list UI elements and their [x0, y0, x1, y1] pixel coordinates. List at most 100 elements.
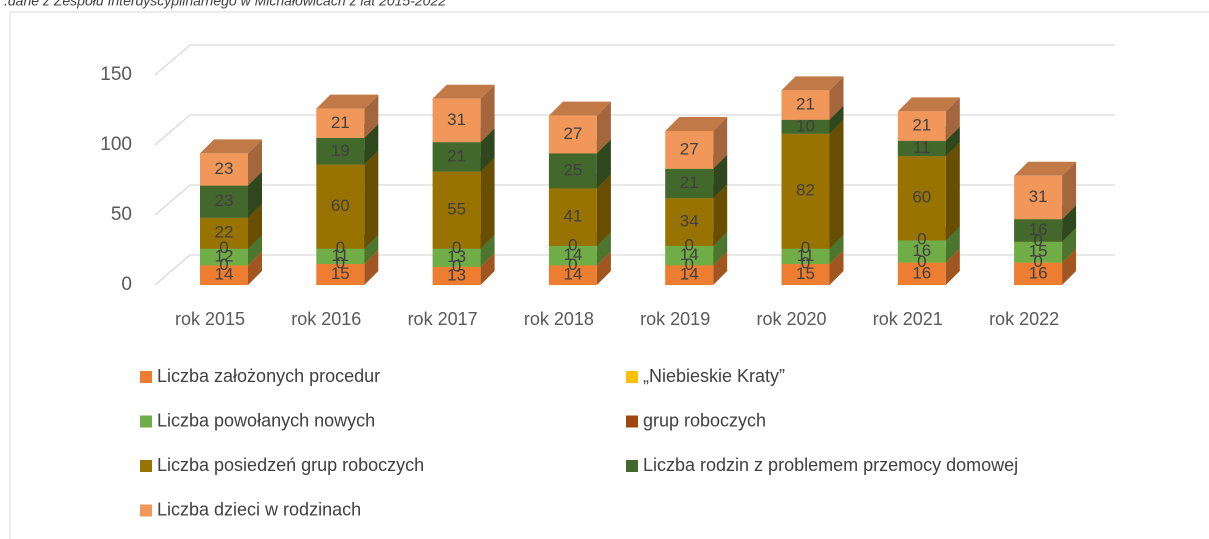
data-label: 11: [797, 246, 815, 265]
data-label: 41: [563, 207, 582, 226]
data-label: 16: [1029, 263, 1048, 282]
bar-top: [432, 84, 495, 99]
bar-side: [596, 231, 611, 266]
data-label: 15: [796, 264, 815, 283]
bar: [200, 153, 248, 186]
bar: [432, 171, 481, 249]
bar-side: [480, 84, 495, 143]
data-label: 60: [912, 188, 931, 207]
bar: [200, 185, 248, 218]
data-label: 0: [568, 235, 577, 254]
bar: [897, 262, 946, 285]
data-label: 0: [917, 230, 926, 249]
bar-side: [248, 139, 262, 186]
data-label: 0: [684, 255, 693, 274]
grid-line: [154, 44, 1115, 76]
data-label: 34: [680, 211, 699, 230]
bar-side: [596, 251, 611, 285]
data-label: 16: [912, 263, 931, 282]
bar: [665, 131, 714, 169]
legend-label: Liczba posiedzeń grup roboczych: [157, 455, 424, 475]
bar-side: [1062, 248, 1077, 285]
bar-top: [200, 139, 262, 154]
bar: [665, 265, 714, 285]
grid-line: [154, 184, 1115, 216]
bar: [781, 90, 830, 120]
bar-side: [596, 174, 611, 246]
data-label: 13: [447, 265, 466, 284]
bar-side: [480, 157, 495, 249]
y-tick-label: 150: [100, 64, 132, 85]
data-label: 0: [568, 255, 577, 274]
bar-side: [596, 139, 611, 189]
bar-side: [1062, 205, 1077, 242]
bar-side: [480, 128, 495, 172]
legend-swatch: [140, 415, 152, 428]
data-label: 82: [796, 181, 815, 200]
x-tick-label: rok 2016: [291, 309, 361, 329]
y-tick-label: 50: [111, 204, 132, 225]
data-label: 0: [1033, 231, 1042, 250]
bar: [897, 240, 946, 263]
bar: [665, 245, 714, 266]
bar: [548, 188, 597, 246]
bar-side: [364, 234, 379, 264]
bar-side: [248, 171, 262, 218]
bar-side: [364, 94, 379, 138]
y-tick-label: 0: [121, 274, 132, 295]
bar-top: [665, 117, 728, 131]
bar: [548, 245, 597, 266]
data-label: 16: [1029, 220, 1048, 239]
legend-label: grup roboczych: [643, 410, 766, 430]
bar: [432, 248, 481, 267]
bar: [432, 98, 481, 143]
bar: [897, 140, 946, 157]
bar-top: [1014, 161, 1077, 176]
bar-side: [596, 101, 611, 154]
data-label: 15: [1029, 242, 1048, 261]
bar-side: [713, 231, 728, 266]
bar: [200, 217, 248, 249]
data-label: 0: [1033, 252, 1042, 271]
legend-label: Liczba powołanych nowych: [157, 410, 375, 430]
data-label: 14: [215, 265, 234, 284]
bar-side: [713, 154, 728, 199]
bar: [1014, 262, 1063, 285]
bar: [781, 119, 830, 134]
bar: [897, 111, 946, 141]
bar-side: [248, 234, 262, 266]
data-label: 14: [563, 245, 582, 264]
bar: [548, 265, 597, 285]
data-label: 55: [447, 200, 466, 219]
bar: [665, 168, 714, 199]
bar: [781, 264, 830, 285]
chart-title: .dane z Zespołu Interdyscyplinarnego w M…: [4, 0, 446, 9]
legend-swatch: [140, 371, 152, 383]
bar-side: [248, 203, 262, 249]
bar-side: [945, 97, 960, 141]
legend-label: Liczba założonych procedur: [157, 366, 380, 386]
data-label: 21: [331, 113, 350, 132]
data-label: 31: [1029, 187, 1048, 206]
bar-side: [945, 248, 960, 285]
bar-side: [713, 251, 728, 285]
data-label: 0: [684, 235, 693, 254]
bar: [316, 264, 365, 285]
legend-swatch: [140, 504, 152, 517]
data-label: 0: [336, 238, 345, 257]
data-label: 22: [215, 223, 234, 242]
bar: [200, 248, 248, 266]
legend-label: Liczba dzieci w rodzinach: [157, 499, 361, 519]
legend-label: Liczba rodzin z problemem przemocy domow…: [643, 455, 1018, 475]
bar-top: [548, 101, 611, 116]
legend-label: „Niebieskie Kraty”: [643, 366, 785, 386]
bar-side: [248, 251, 262, 285]
bar-side: [713, 184, 728, 246]
data-label: 60: [331, 196, 350, 215]
bar: [665, 198, 714, 246]
bar-side: [829, 105, 844, 134]
bar-side: [829, 250, 844, 285]
data-label: 25: [563, 160, 582, 179]
bar-side: [1062, 227, 1077, 263]
data-label: 0: [452, 238, 461, 257]
